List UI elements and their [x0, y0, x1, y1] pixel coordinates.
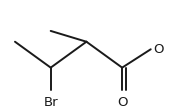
- Text: Br: Br: [43, 96, 58, 109]
- Text: O: O: [153, 43, 164, 56]
- Text: O: O: [117, 96, 127, 109]
